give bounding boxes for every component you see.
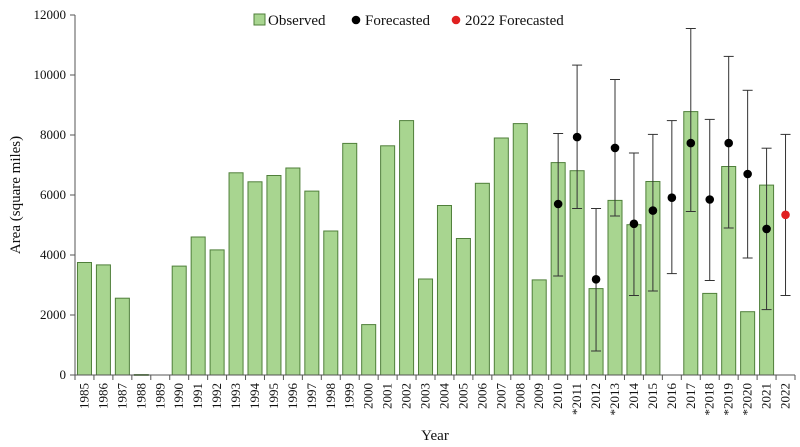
y-tick-labels: 0 2000 4000 6000 8000 10000 12000 [34,7,75,382]
x-tick-label: 2001 [380,383,395,409]
observed-bar [740,311,756,376]
y-tick-label: 10000 [34,67,67,82]
observed-bar [380,145,396,376]
observed-bar [114,297,130,376]
observed-bar [361,324,377,376]
forecast-point [743,169,752,179]
forecast-point [686,138,696,148]
x-tick-label: 2002 [399,383,414,409]
x-tick-label: 1999 [342,383,357,409]
observed-bar [436,205,452,376]
observed-bar [399,120,415,376]
observed-bar [512,123,528,376]
y-tick-label: 12000 [34,7,67,22]
forecast-point [629,219,639,229]
forecast-point [610,143,620,153]
legend-observed-swatch [253,13,266,26]
observed-bar [702,292,718,376]
x-tick-label: 2004 [436,383,451,410]
y-tick-label: 0 [60,367,67,382]
y-tick-label: 8000 [40,127,66,142]
observed-bar [76,262,92,376]
legend-2022-forecasted-swatch [451,15,461,25]
x-tick-label: 1985 [76,383,91,409]
x-tick-label: *2011 [569,383,584,415]
legend-forecasted-swatch [351,15,361,25]
legend-observed-label: Observed [268,13,326,29]
y-tick-label: 6000 [40,187,66,202]
x-tick-label: 2009 [531,383,546,409]
x-axis-title: Year [421,428,449,444]
observed-bar [455,238,471,376]
observed-bar [95,264,111,376]
legend-forecasted-label: Forecasted [365,13,430,29]
observed-bar [228,172,244,376]
x-tick-label: 2016 [664,383,679,410]
x-tick-label: *2019 [721,383,736,416]
x-tick-label: 2005 [455,383,470,409]
x-tick-label: 1987 [114,383,129,410]
x-tick-label: 2006 [474,383,489,410]
observed-bar [190,236,206,376]
observed-bar [171,265,187,376]
x-tick-label: 1993 [228,383,243,409]
x-tick-label: 2014 [626,383,641,410]
x-tick-label: *2020 [740,383,755,416]
forecast-point [667,193,677,202]
x-tick-label: 2012 [588,383,603,409]
x-tick-label: 2000 [361,383,376,409]
observed-bar [285,167,301,376]
observed-bar [418,278,434,376]
forecast-point [705,195,715,204]
observed-bar [266,175,282,376]
x-tick-label: 2008 [512,383,527,409]
x-tick-label: 1994 [247,383,262,410]
x-tick-label: 2003 [418,383,433,409]
observed-bar [342,142,358,376]
x-tick-label: 1998 [323,383,338,409]
forecast-points [553,132,790,284]
y-tick-label: 4000 [40,247,66,262]
forecast-2022-point [781,210,790,220]
observed-bar [323,230,339,376]
observed-bar [209,249,225,376]
observed-bar [531,279,547,376]
forecast-point [648,206,658,215]
legend-2022-forecasted-label: 2022 Forecasted [465,13,564,29]
x-tick-label: 2015 [645,383,660,409]
y-tick-label: 2000 [40,307,66,322]
x-tick-label: 2010 [550,383,565,409]
forecast-point [553,199,563,209]
x-tick-label: 2021 [759,383,774,409]
observed-bar [493,137,509,376]
observed-bar [607,199,623,376]
observed-bars [76,111,775,376]
x-tick-label: 2022 [778,383,793,409]
x-tick-label: 1997 [304,383,319,410]
x-tick-label: 1992 [209,383,224,409]
y-axis-title: Area (square miles) [8,136,24,254]
x-tick-label: 1991 [190,383,205,409]
x-tick-label: *2013 [607,383,622,416]
observed-bar [247,181,263,376]
x-tick-label: 1988 [133,383,148,409]
forecast-point [572,132,582,142]
observed-bar [474,182,490,376]
x-tick-label: 2007 [493,383,508,410]
forecast-point [724,138,733,148]
forecast-point [762,224,771,234]
x-tick-label: 1996 [285,383,300,410]
x-tick-label: 1986 [95,383,110,410]
legend: Observed Forecasted 2022 Forecasted [253,13,564,29]
x-tick-label: 1989 [152,383,167,409]
x-tick-labels: 1985 1986 1987 1988 1989 1990 1991 1992 1993 1994… [74,375,796,416]
x-tick-label: *2018 [702,383,717,416]
x-tick-label: 1995 [266,383,281,409]
x-tick-label: 2017 [683,383,698,410]
x-tick-label: 1990 [171,383,186,409]
observed-bar [304,190,320,376]
forecast-point [591,275,601,284]
